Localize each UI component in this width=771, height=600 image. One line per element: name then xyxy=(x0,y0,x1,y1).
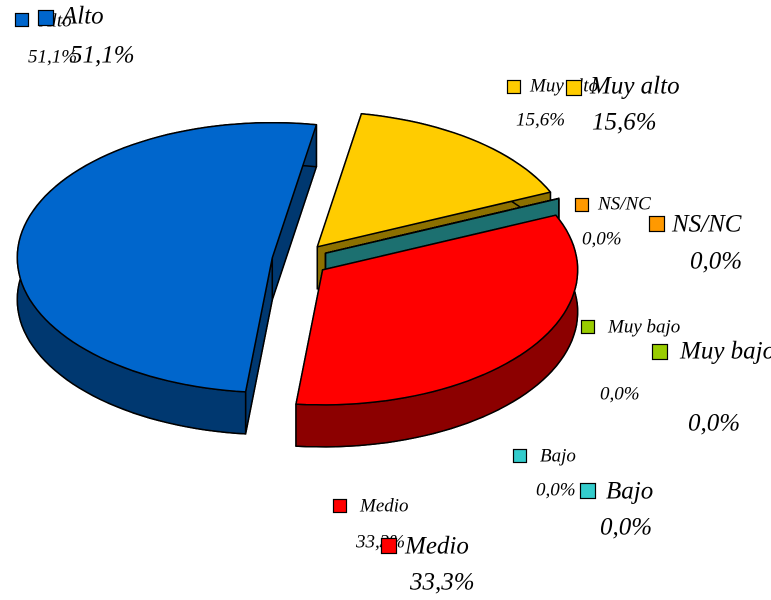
legend-marker xyxy=(565,79,583,97)
legend-marker xyxy=(512,448,528,464)
slice-top xyxy=(16,121,318,393)
value-label: 51,1% xyxy=(28,46,77,67)
value-label: 15,6% xyxy=(592,109,657,136)
pie-slice xyxy=(16,121,318,435)
category-label: Muy alto xyxy=(589,73,680,100)
legend-marker xyxy=(506,79,522,95)
category-label: Bajo xyxy=(540,445,576,466)
legend-marker xyxy=(580,319,596,335)
category-label: NS/NC xyxy=(671,211,742,238)
value-label: 0,0% xyxy=(688,410,740,437)
value-label: 33,3% xyxy=(409,569,475,596)
category-label: Medio xyxy=(359,495,409,516)
slice-top xyxy=(295,214,579,406)
value-label: 33,3% xyxy=(355,531,405,552)
category-label: Alto xyxy=(60,3,104,30)
legend-marker xyxy=(37,9,55,27)
value-label: 0,0% xyxy=(690,248,742,275)
slice-top xyxy=(316,113,552,248)
pie-slice xyxy=(295,214,579,448)
category-label: Medio xyxy=(404,533,469,560)
category-label: NS/NC xyxy=(597,193,651,214)
category-label: Muy bajo xyxy=(607,316,680,337)
category-label: Muy alto xyxy=(529,75,598,96)
value-label: 0,0% xyxy=(536,479,576,500)
legend-marker xyxy=(579,482,597,500)
legend-marker xyxy=(574,197,590,213)
legend-marker xyxy=(651,343,669,361)
value-label: 15,6% xyxy=(516,109,565,130)
legend-marker xyxy=(332,498,348,514)
value-label: 0,0% xyxy=(600,514,652,541)
legend-marker xyxy=(648,215,666,233)
category-label: Bajo xyxy=(606,478,653,505)
legend-marker xyxy=(380,537,398,555)
value-label: 51,1% xyxy=(70,42,135,69)
legend-marker xyxy=(14,12,30,28)
value-label: 0,0% xyxy=(582,228,622,249)
category-label: Muy bajo xyxy=(679,338,771,365)
value-label: 0,0% xyxy=(600,383,640,404)
slice-top xyxy=(324,197,560,254)
